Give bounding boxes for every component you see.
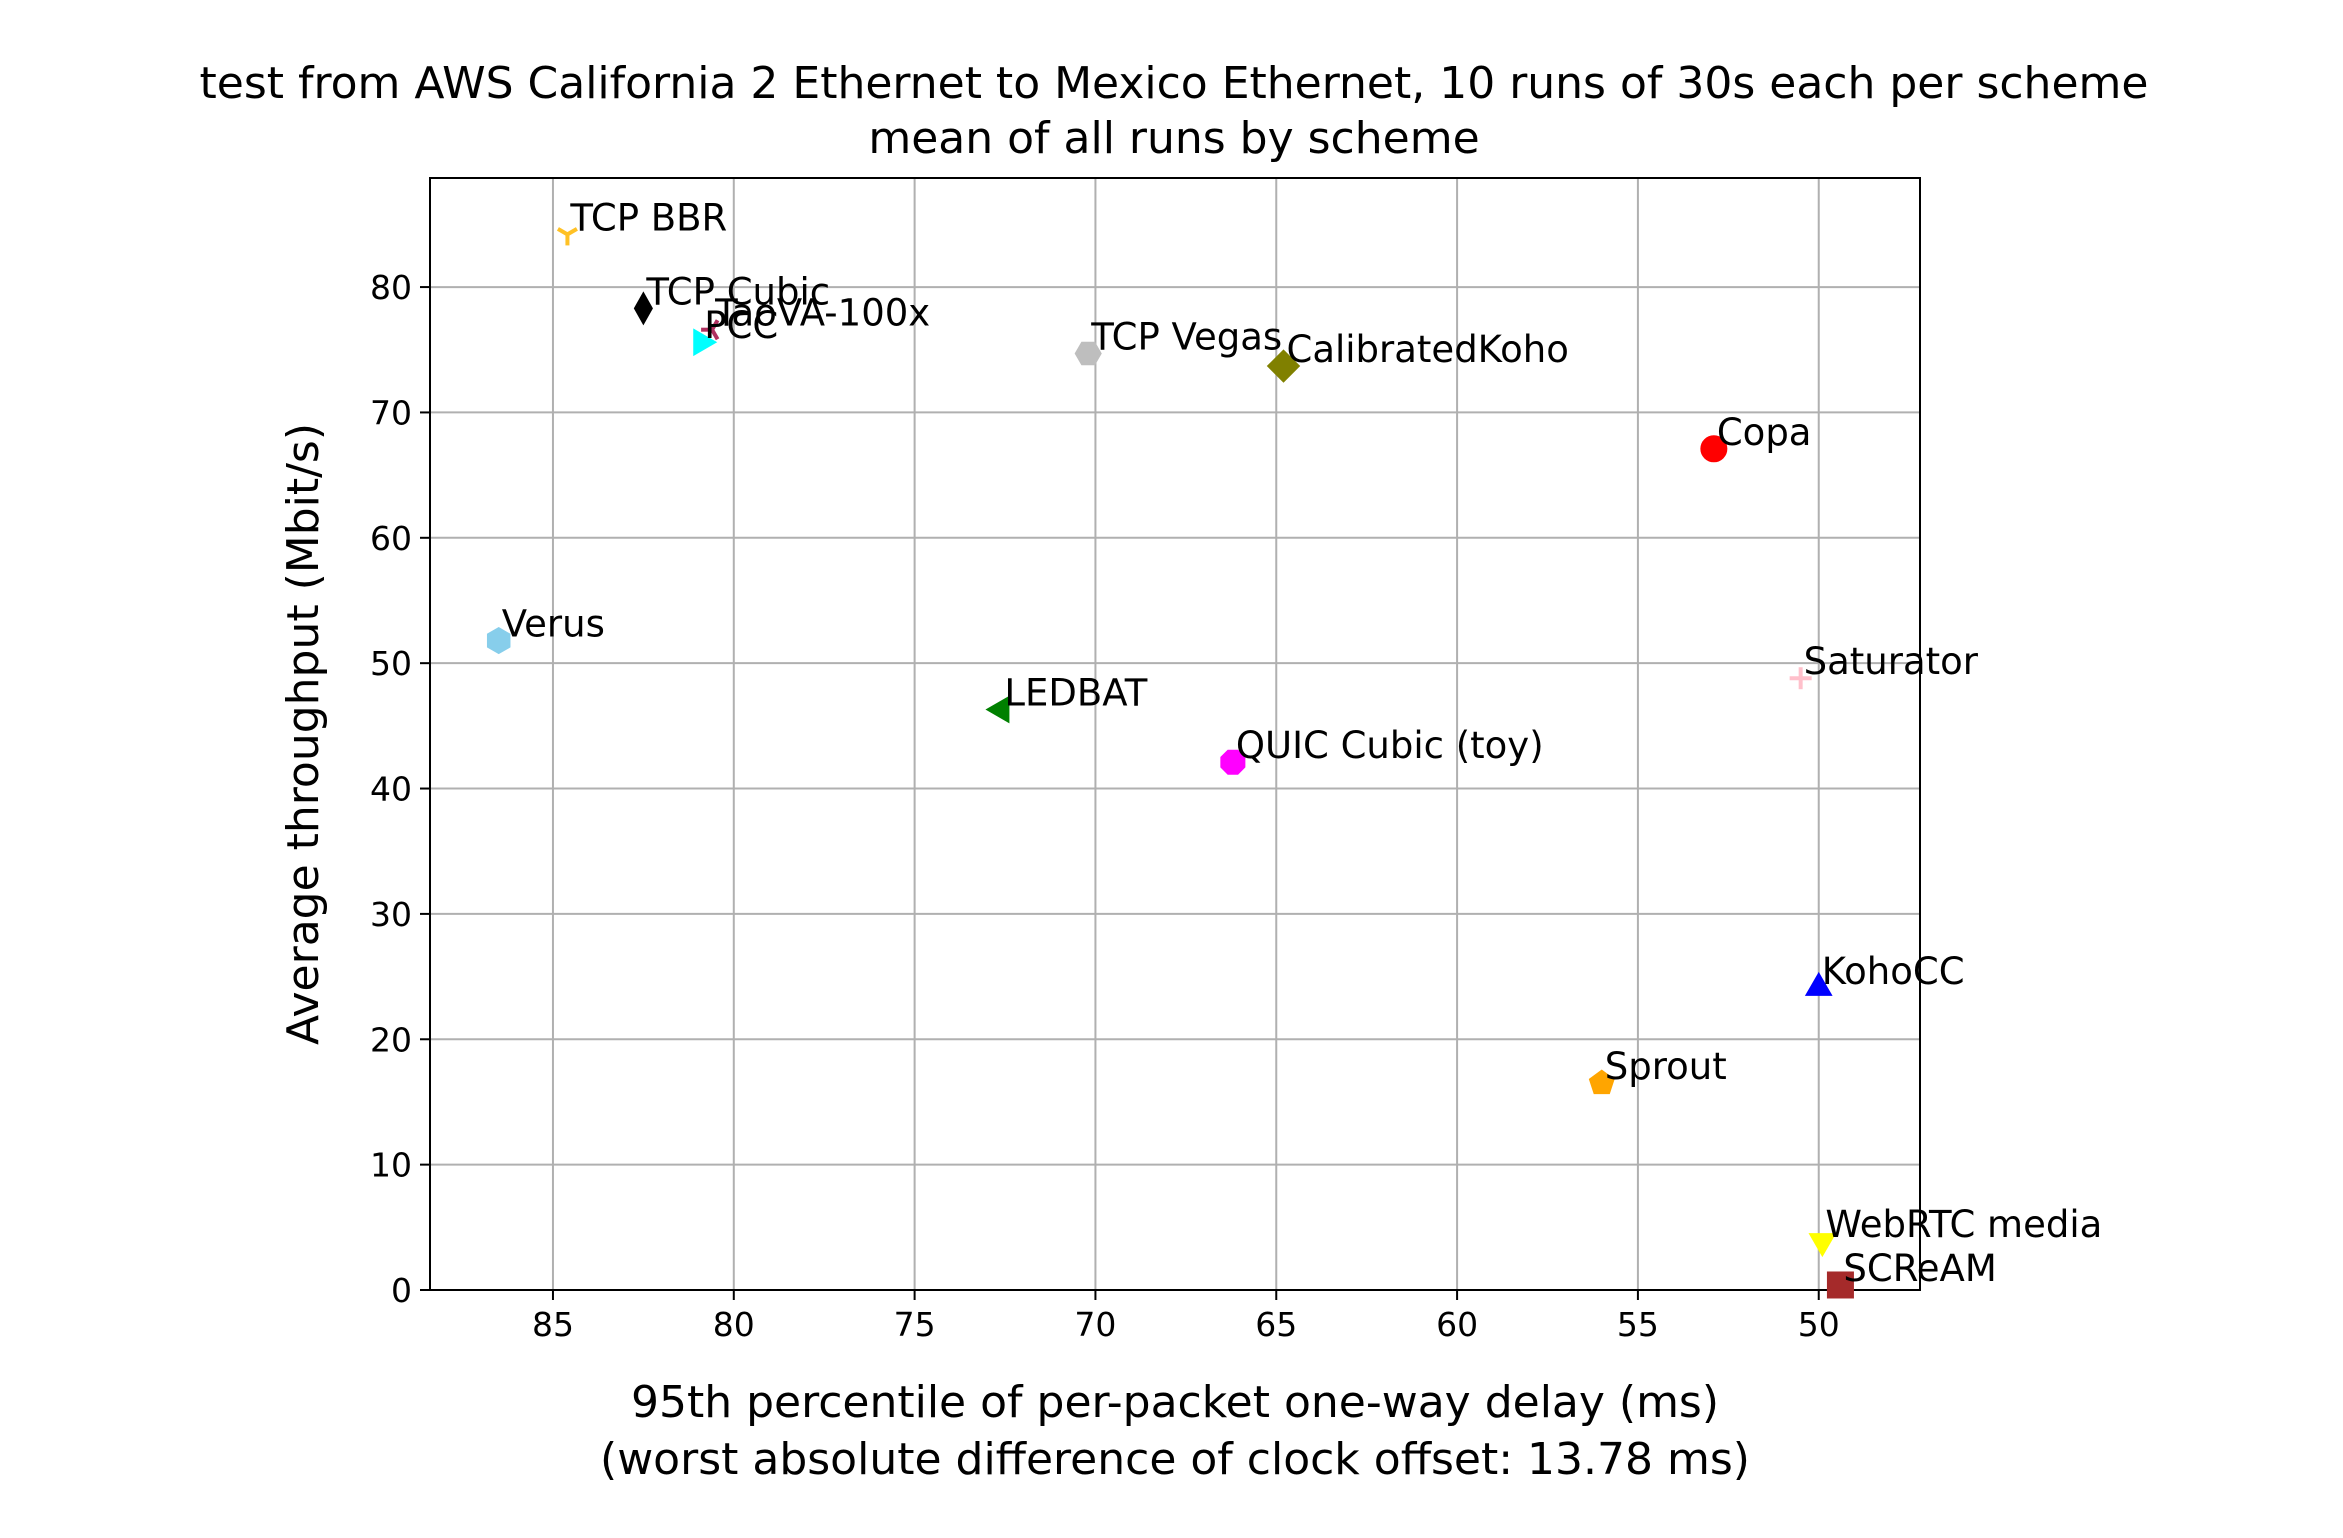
plot-area-frame	[429, 177, 1921, 1291]
point-marker-kohocc	[1804, 971, 1833, 996]
point-marker-ledbat	[985, 695, 1010, 724]
x-axis-label-note: (worst absolute difference of clock offs…	[600, 1434, 1750, 1485]
point-calibratedkoho: CalibratedKoho	[1266, 328, 1569, 383]
point-verus: Verus	[486, 603, 605, 655]
x-tick-label: 80	[713, 1305, 755, 1344]
point-label-webrtc-media: WebRTC media	[1825, 1203, 2102, 1246]
point-marker-tcp-bbr	[556, 227, 569, 237]
x-tick-label: 60	[1436, 1305, 1478, 1344]
x-axis-label: 95th percentile of per-packet one-way de…	[631, 1377, 1719, 1428]
point-label-verus: Verus	[502, 603, 605, 646]
point-marker-tcp-cubic	[633, 291, 653, 326]
point-label-taova-100x: TaoVA-100x	[714, 292, 930, 335]
point-marker-sprout	[1588, 1069, 1615, 1095]
axis-ticks: 85 80 75 70 65 60 55 50 0 10 20 30 40 50 60 70 80	[370, 268, 1840, 1344]
point-label-tcp-cubic: TCP Cubic	[645, 270, 830, 313]
point-taova-100x: TaoVA-100x	[701, 292, 930, 341]
y-tick-label: 80	[370, 268, 412, 307]
y-tick-label: 60	[370, 519, 412, 558]
point-tcp-vegas: TCP Vegas	[1074, 316, 1282, 366]
point-marker-tcp-vegas	[1074, 341, 1102, 366]
point-tcp-cubic: TCP Cubic	[633, 270, 830, 326]
y-tick-label: 40	[370, 770, 412, 809]
x-tick-label: 65	[1255, 1305, 1297, 1344]
point-marker-taova-100x	[710, 328, 720, 341]
point-label-scream: SCReAM	[1843, 1247, 1996, 1290]
point-label-quic-cubic-toy: QUIC Cubic (toy)	[1236, 724, 1544, 767]
x-tick-label: 50	[1798, 1305, 1840, 1344]
chart-subtitle: mean of all runs by scheme	[868, 113, 1479, 164]
point-scream: SCReAM	[1826, 1247, 1997, 1299]
point-pcc: PCC	[693, 304, 778, 357]
point-marker-copa	[1700, 435, 1728, 463]
point-marker-calibratedkoho	[1266, 349, 1301, 383]
point-marker-webrtc-media	[1808, 1233, 1837, 1258]
point-marker-pcc	[693, 328, 718, 357]
y-axis-label: Average throughput (Mbit/s)	[278, 423, 329, 1045]
x-tick-label: 75	[894, 1305, 936, 1344]
point-marker-scream	[1826, 1271, 1854, 1299]
point-copa: Copa	[1700, 411, 1812, 463]
point-tcp-bbr: TCP BBR	[556, 196, 727, 246]
point-label-ledbat: LEDBAT	[1004, 672, 1147, 715]
x-tick-label: 55	[1617, 1305, 1659, 1344]
y-tick-label: 20	[370, 1020, 412, 1059]
point-label-kohocc: KohoCC	[1822, 950, 1965, 993]
y-tick-label: 0	[391, 1271, 412, 1310]
point-ledbat: LEDBAT	[985, 672, 1148, 724]
point-kohocc: KohoCC	[1804, 950, 1965, 996]
y-tick-label: 70	[370, 393, 412, 432]
point-label-tcp-bbr: TCP BBR	[569, 196, 727, 239]
y-tick-label: 50	[370, 644, 412, 683]
point-label-tcp-vegas: TCP Vegas	[1090, 316, 1282, 359]
x-tick-label: 85	[532, 1305, 574, 1344]
point-label-copa: Copa	[1717, 411, 1812, 454]
x-tick-label: 70	[1074, 1305, 1116, 1344]
point-label-saturator: Saturator	[1804, 640, 1979, 683]
y-tick-label: 30	[370, 895, 412, 934]
point-marker-taova-100x	[710, 319, 720, 331]
point-saturator: Saturator	[1789, 640, 1979, 690]
point-marker-verus	[486, 627, 511, 655]
y-tick-label: 10	[370, 1146, 412, 1185]
point-marker-quic-cubic-toy	[1220, 749, 1246, 775]
grid-lines	[430, 178, 1920, 1291]
point-label-calibratedkoho: CalibratedKoho	[1286, 328, 1568, 371]
point-webrtc-media: WebRTC media	[1808, 1203, 2102, 1258]
point-label-pcc: PCC	[704, 304, 778, 347]
point-sprout: Sprout	[1588, 1045, 1727, 1095]
point-quic-cubic-toy: QUIC Cubic (toy)	[1220, 724, 1544, 775]
point-label-sprout: Sprout	[1605, 1045, 1727, 1088]
chart-title: test from AWS California 2 Ethernet to M…	[200, 58, 2149, 109]
point-marker-tcp-bbr	[566, 227, 578, 237]
